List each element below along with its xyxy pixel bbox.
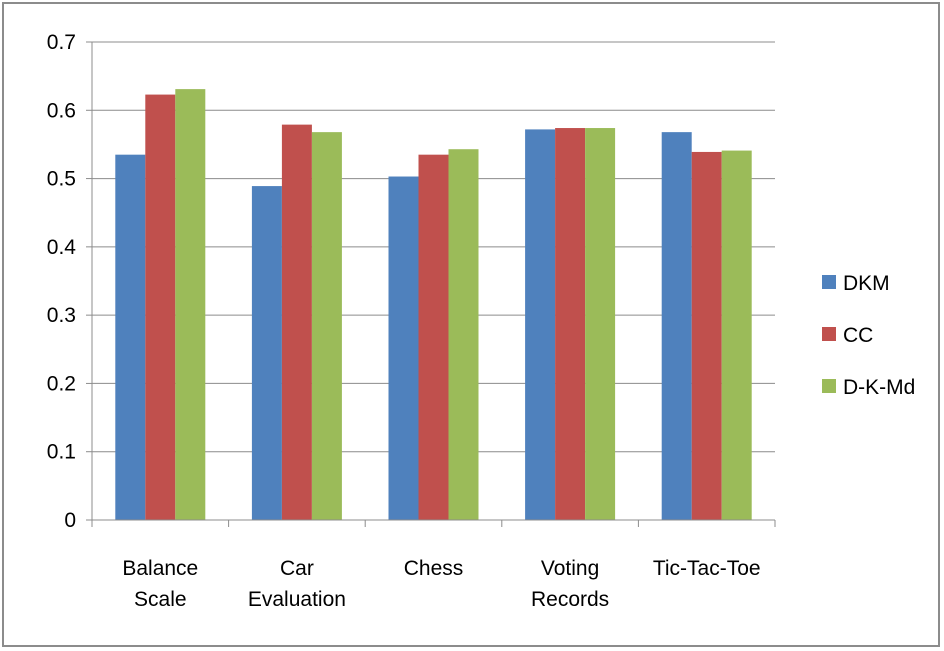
x-category-label: Voting Records: [531, 557, 609, 611]
y-tick-label: 0.1: [47, 441, 76, 464]
legend-swatch: [822, 327, 836, 341]
bar-dkm: [251, 186, 282, 520]
bar-d-k-md: [448, 149, 479, 521]
bar-cc: [691, 151, 722, 520]
legend: DKM CC D-K-Md: [822, 272, 915, 399]
bar-dkm: [115, 154, 146, 520]
bar-cc: [145, 94, 176, 520]
y-tick-label: 0.2: [47, 372, 76, 395]
bar-cc: [281, 124, 312, 520]
bar-dkm: [388, 176, 419, 520]
bar-d-k-md: [721, 150, 752, 520]
legend-swatch: [822, 379, 836, 393]
legend-label: DKM: [843, 272, 890, 295]
x-category-label: Tic-Tac-Toe: [653, 557, 761, 580]
bar-d-k-md: [311, 132, 342, 520]
y-tick-label: 0.4: [47, 236, 77, 259]
y-axis-tick-labels: 0 0.1 0.2 0.3 0.4 0.5 0.6 0.7: [47, 31, 77, 532]
x-axis-category-labels: Balance Scale Car Evaluation Chess Voting Reco…: [122, 557, 760, 611]
bar-d-k-md: [585, 128, 616, 520]
y-tick-label: 0: [64, 509, 76, 532]
x-category-label: Car Evaluation: [248, 557, 346, 611]
legend-swatch: [822, 275, 836, 289]
y-tick-label: 0.5: [47, 168, 76, 191]
y-tick-label: 0.3: [47, 304, 76, 327]
legend-label: CC: [843, 324, 873, 347]
x-category-label: Balance Scale: [122, 557, 198, 611]
bar-d-k-md: [175, 89, 206, 521]
axes: [86, 41, 776, 527]
bar-cc: [418, 154, 449, 520]
bar-dkm: [661, 132, 692, 520]
x-category-label: Chess: [404, 557, 464, 580]
bar-dkm: [525, 129, 556, 521]
bar-chart: 0 0.1 0.2 0.3 0.4 0.5 0.6 0.7 Balance Scale Car Ev…: [47, 31, 916, 611]
y-tick-label: 0.6: [47, 99, 76, 122]
legend-label: D-K-Md: [843, 376, 915, 399]
bars: [115, 89, 752, 521]
bar-cc: [555, 128, 586, 520]
y-tick-label: 0.7: [47, 31, 76, 54]
